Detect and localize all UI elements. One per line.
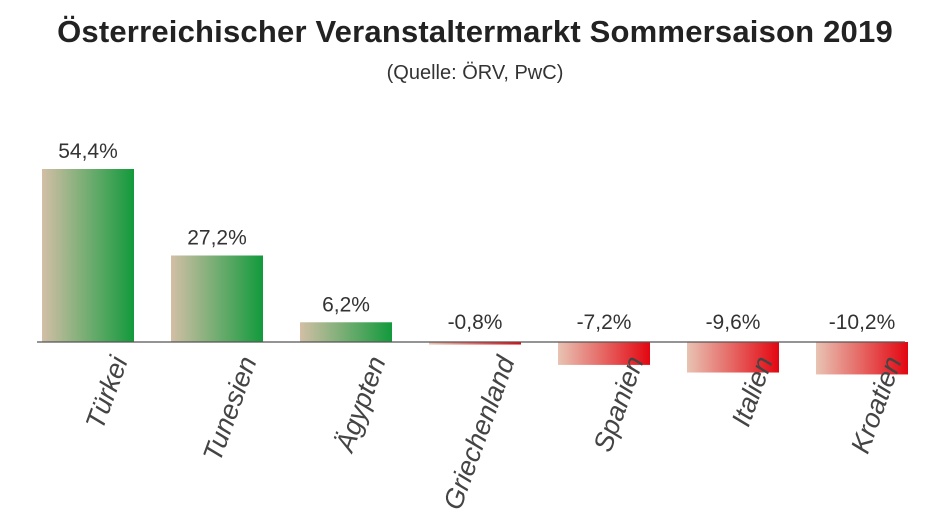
bar-tunesien xyxy=(171,255,263,342)
bar-griechenland xyxy=(429,342,521,345)
value-label-tunesien: 27,2% xyxy=(187,227,247,250)
category-label-griechenland: Griechenland xyxy=(438,351,521,511)
bar-kroatien xyxy=(816,342,908,375)
bar-türkei xyxy=(42,169,134,342)
value-label-ägypten: 6,2% xyxy=(322,293,370,316)
value-label-türkei: 54,4% xyxy=(58,140,118,163)
bar-spanien xyxy=(558,342,650,365)
category-label-ägypten: Ägypten xyxy=(329,352,392,457)
bar-ägypten xyxy=(300,322,392,342)
category-label-türkei: Türkei xyxy=(80,351,134,433)
chart-subtitle: (Quelle: ÖRV, PwC) xyxy=(386,62,564,84)
category-label-spanien: Spanien xyxy=(588,352,650,455)
value-label-griechenland: -0,8% xyxy=(448,311,503,334)
value-label-kroatien: -10,2% xyxy=(829,311,896,334)
value-label-italien: -9,6% xyxy=(706,311,761,334)
category-label-tunesien: Tunesien xyxy=(197,352,262,465)
chart-title: Österreichischer Veranstaltermarkt Somme… xyxy=(57,14,893,49)
value-label-spanien: -7,2% xyxy=(577,311,632,334)
bar-italien xyxy=(687,342,779,373)
